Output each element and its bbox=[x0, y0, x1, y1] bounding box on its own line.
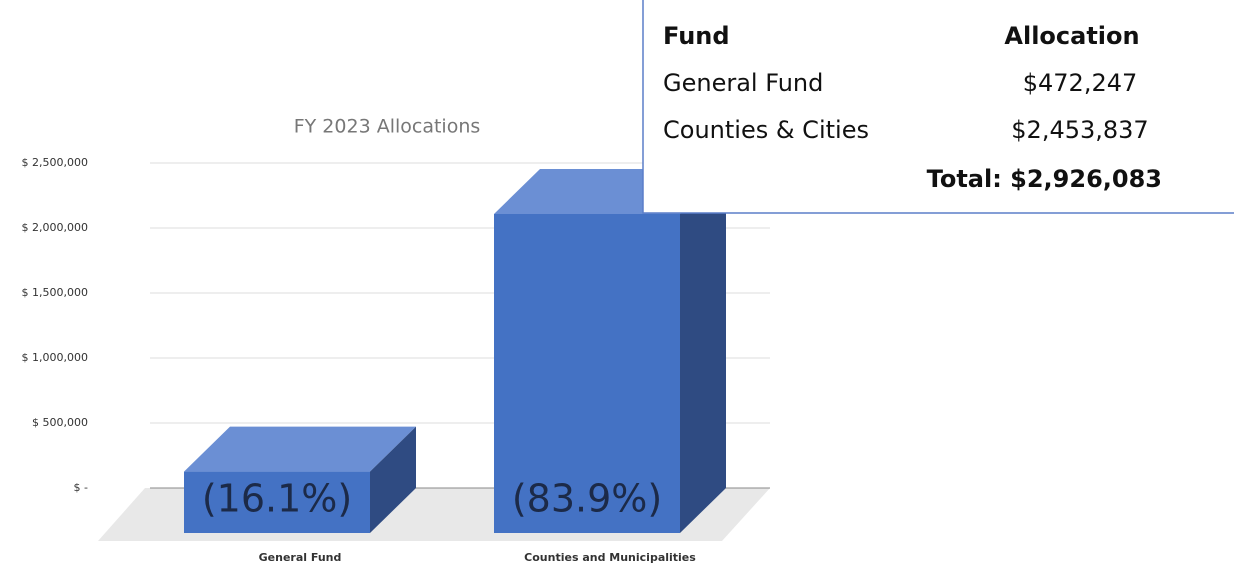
bar-side bbox=[370, 426, 416, 533]
bar-side bbox=[680, 169, 726, 533]
table-cell: General Fund bbox=[663, 69, 823, 97]
y-tick-label: $ 2,000,000 bbox=[22, 221, 88, 234]
y-tick-label: $ 2,500,000 bbox=[22, 156, 88, 169]
chart-title: FY 2023 Allocations bbox=[294, 116, 481, 138]
bar-top bbox=[184, 426, 416, 472]
table-cell: Counties & Cities bbox=[663, 116, 869, 144]
table-total: Total: $2,926,083 bbox=[927, 165, 1162, 193]
y-tick-label: $ 1,000,000 bbox=[22, 351, 88, 364]
y-tick-label: $ 500,000 bbox=[32, 416, 88, 429]
bar bbox=[494, 214, 680, 533]
table-box bbox=[642, 0, 1234, 214]
bar-label: (16.1%) bbox=[202, 477, 352, 521]
y-tick-label: $ 1,500,000 bbox=[22, 286, 88, 299]
table-header: Allocation bbox=[1004, 22, 1139, 50]
bar-label: (83.9%) bbox=[512, 477, 662, 521]
table: Fund Allocation General Fund $472,247 Co… bbox=[642, 0, 1234, 214]
table-header: Fund bbox=[663, 22, 730, 50]
x-tick-label: General Fund bbox=[259, 551, 342, 564]
bar bbox=[184, 471, 370, 533]
table-cell: $2,453,837 bbox=[1011, 116, 1148, 144]
x-tick-label: Counties and Municipalities bbox=[524, 551, 696, 564]
y-tick-label: $ - bbox=[74, 481, 88, 494]
table-cell: $472,247 bbox=[1023, 69, 1138, 97]
